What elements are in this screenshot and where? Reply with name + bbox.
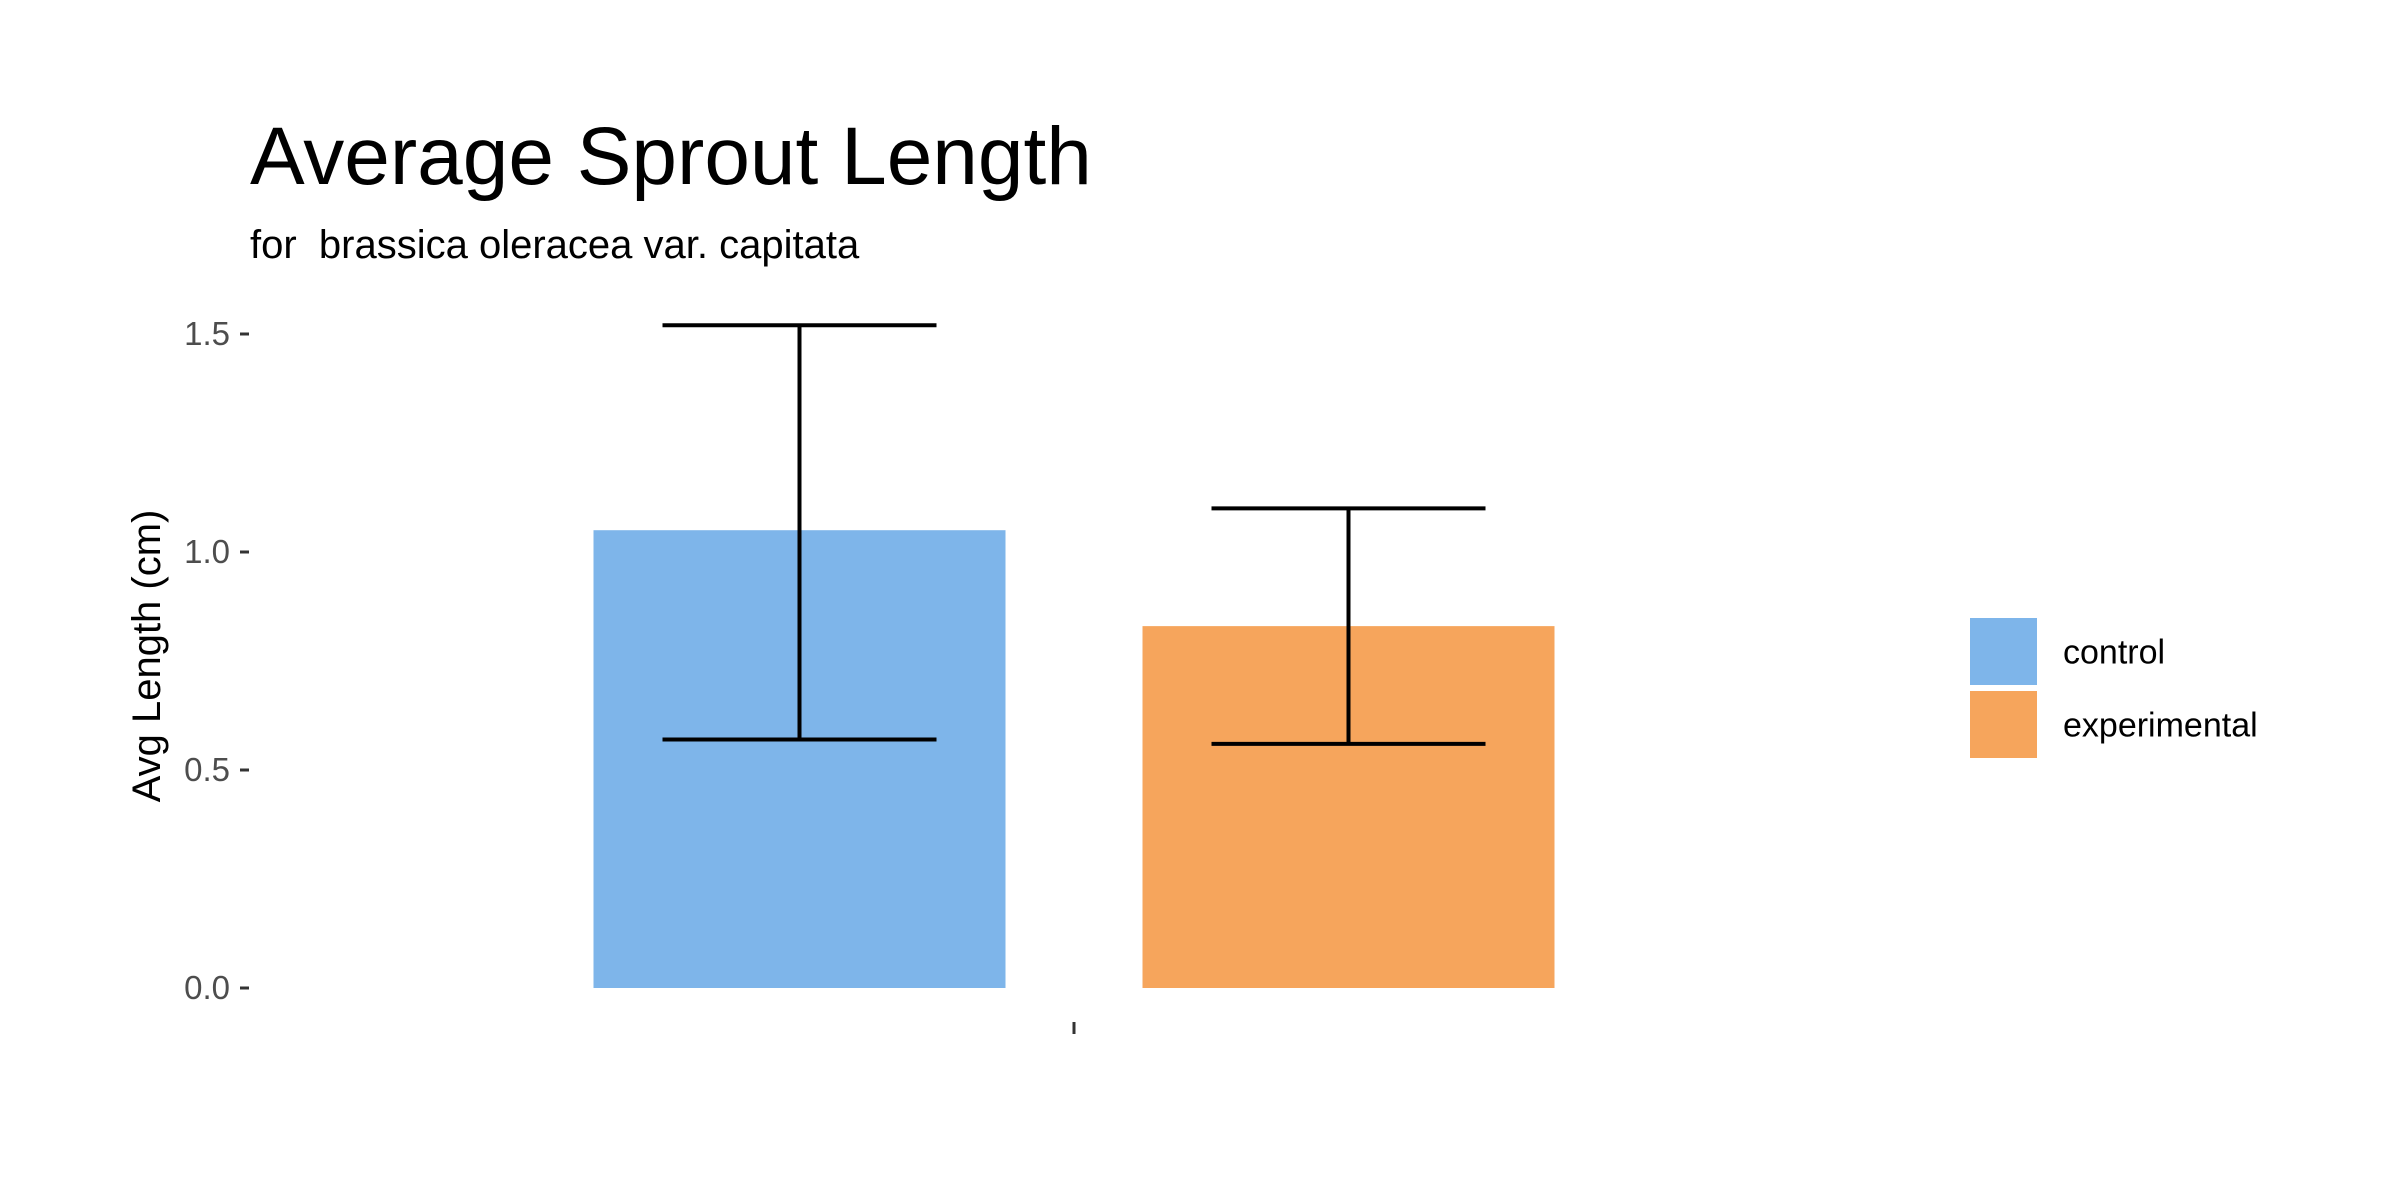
- chart-title: Average Sprout Length: [250, 111, 1092, 202]
- y-axis-title: Avg Length (cm): [125, 510, 169, 803]
- chart-subtitle: for brassica oleracea var. capitata: [250, 223, 860, 267]
- y-tick-label: 1.0: [184, 533, 230, 570]
- legend-label-experimental: experimental: [2063, 707, 2258, 745]
- error-bar-experimental: [1211, 506, 1486, 746]
- legend-key-control: [1970, 618, 2037, 685]
- y-tick-label: 1.5: [184, 315, 230, 352]
- y-tick-label: 0.5: [184, 751, 230, 788]
- y-axis: 0.0 0.5 1.0 1.5: [184, 315, 249, 1006]
- bars: [593, 530, 1555, 988]
- y-tick-label: 0.0: [184, 969, 230, 1006]
- legend-label-control: control: [2063, 634, 2165, 672]
- legend: control experimental: [1970, 618, 2258, 758]
- error-bars: [662, 323, 1486, 746]
- error-bar-control: [662, 323, 937, 742]
- legend-key-experimental: [1970, 691, 2037, 758]
